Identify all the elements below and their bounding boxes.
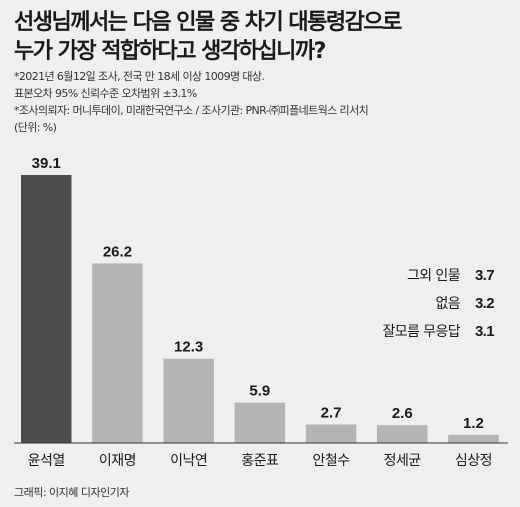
- bar-3: [163, 358, 214, 443]
- category-label: 정세균: [384, 453, 422, 469]
- bar-value-label: 1.2: [463, 415, 484, 432]
- other-responses: 그외 인물 3.7 없음 3.2 잘모름 무응답 3.1: [382, 262, 494, 346]
- category-label: 홍준표: [241, 453, 279, 469]
- survey-notes: *2021년 6월12일 조사, 전국 만 18세 이상 1009명 대상. 표…: [14, 68, 514, 136]
- bar-value-label: 12.3: [174, 339, 203, 356]
- chart-title: 선생님께서는 다음 인물 중 차기 대통령감으로 누가 가장 적합하다고 생각하…: [14, 8, 514, 66]
- category-label: 심상정: [455, 453, 492, 469]
- category-label: 윤석열: [28, 453, 65, 469]
- bar-value-label: 2.6: [392, 405, 413, 422]
- bar-2: [92, 263, 143, 443]
- none-value: 3.2: [474, 295, 495, 312]
- bar-4: [234, 402, 286, 443]
- none-row: 없음 3.2: [382, 290, 494, 318]
- title-line-2: 누가 가장 적합하다고 생각하십니까?: [14, 39, 326, 64]
- bar-value-label: 5.9: [249, 383, 270, 400]
- category-label: 이낙연: [170, 453, 207, 469]
- bar-7: [448, 434, 499, 443]
- bar-6: [377, 425, 428, 443]
- other-label: 그외 인물: [407, 268, 461, 284]
- note-margin: 표본오차 95% 신뢰수준 오차범위 ±3.1%: [14, 87, 197, 100]
- bar-5: [305, 424, 357, 443]
- dont-know-label: 잘모름 무응답: [382, 324, 460, 340]
- note-unit: (단위: %): [14, 121, 57, 134]
- other-row: 그외 인물 3.7: [382, 262, 495, 290]
- none-label: 없음: [435, 296, 460, 312]
- note-sponsor: *조사의뢰자: 머니투데이, 미래한국연구소 / 조사기관: PNR-㈜피플네트…: [14, 104, 369, 117]
- bar-value-label: 39.1: [32, 155, 61, 172]
- dont-know-value: 3.1: [474, 323, 495, 340]
- other-value: 3.7: [474, 267, 495, 284]
- note-date: *2021년 6월12일 조사, 전국 만 18세 이상 1009명 대상.: [14, 70, 265, 83]
- graphic-credit: 그래픽: 이지혜 디자인기자: [14, 486, 130, 499]
- bar-1: [21, 175, 72, 443]
- bars-group: 39.1 윤석열 26.2 이재명 12.3 이낙연 5.9 홍준표 2.7 안철수 2.6 정세균 1…: [21, 155, 499, 469]
- category-label: 이재명: [99, 453, 136, 469]
- category-label: 안철수: [312, 453, 350, 469]
- dont-know-row: 잘모름 무응답 3.1: [382, 318, 494, 346]
- title-line-1: 선생님께서는 다음 인물 중 차기 대통령감으로: [14, 10, 402, 35]
- bar-value-label: 26.2: [103, 243, 132, 260]
- bar-value-label: 2.7: [321, 404, 342, 421]
